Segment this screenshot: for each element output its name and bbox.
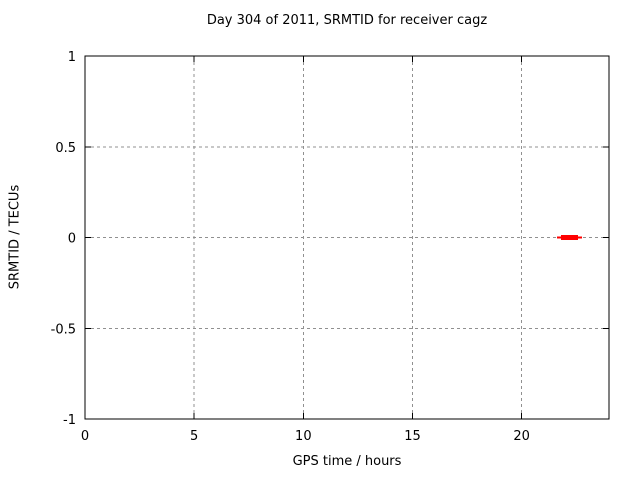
- y-tick-label: 0.5: [55, 141, 76, 156]
- x-tick-label: 15: [404, 429, 421, 444]
- chart-title: Day 304 of 2011, SRMTID for receiver cag…: [206, 13, 488, 28]
- x-tick-label: 0: [81, 429, 89, 444]
- y-axis-label: SRMTID / TECUs: [7, 184, 23, 290]
- y-tick-label: -0.5: [51, 322, 76, 337]
- x-tick-label: 20: [513, 429, 530, 444]
- x-axis-label: GPS time / hours: [292, 454, 402, 469]
- x-tick-label: 10: [295, 429, 312, 444]
- x-tick-label: 5: [190, 429, 198, 444]
- y-tick-label: 1: [68, 50, 76, 65]
- y-tick-label: 0: [68, 232, 76, 247]
- y-tick-label: -1: [63, 413, 76, 428]
